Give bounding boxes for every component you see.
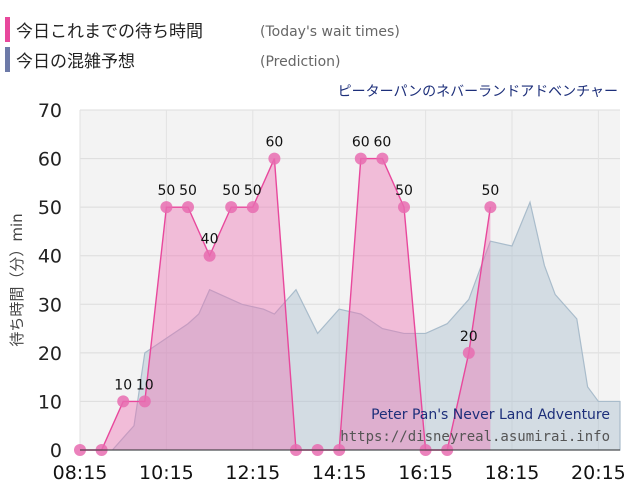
attraction-title: ピーターパンのネバーランドアドベンチャー [338, 84, 618, 100]
today-point [225, 201, 238, 214]
credit-name: Peter Pan's Never Land Adventure [371, 407, 610, 423]
prediction-series [80, 200, 621, 451]
data-label: 60 [352, 135, 370, 151]
y-axis-label: 待ち時間（分）min [8, 213, 26, 346]
y-tick-label: 50 [38, 197, 62, 219]
legend-sub-prediction: (Prediction) [260, 54, 340, 70]
x-tick-label: 10:15 [139, 462, 194, 484]
data-label: 50 [395, 183, 413, 199]
plot-area [80, 110, 620, 450]
data-label: 50 [179, 183, 197, 199]
y-tick-label: 0 [50, 440, 62, 462]
today-point [376, 152, 389, 165]
x-tick-label: 12:15 [225, 462, 280, 484]
today-point [138, 395, 151, 408]
prediction-area [80, 200, 621, 451]
x-tick-label: 14:15 [312, 462, 367, 484]
today-point [484, 201, 497, 214]
data-label: 10 [136, 377, 154, 393]
today-area [80, 158, 491, 451]
legend-swatch-prediction [5, 47, 10, 72]
y-tick-label: 60 [38, 149, 62, 171]
today-point [203, 249, 216, 262]
y-tick-label: 10 [38, 391, 62, 413]
today-line [80, 157, 492, 451]
data-label: 50 [222, 183, 240, 199]
today-point [246, 201, 259, 214]
data-label: 60 [373, 135, 391, 151]
legend-label-today: 今日これまでの待ち時間 [16, 22, 203, 42]
legend-label-prediction: 今日の混雑予想 [16, 52, 135, 72]
data-label: 40 [201, 232, 219, 248]
legend-swatch-today [5, 17, 10, 42]
data-label: 10 [114, 377, 132, 393]
today-point [160, 201, 173, 214]
data-label: 50 [157, 183, 175, 199]
grid-lines [79, 109, 620, 451]
today-point [354, 152, 367, 165]
today-point [182, 201, 194, 214]
y-tick-label: 20 [38, 343, 62, 365]
x-tick-label: 16:15 [398, 462, 453, 484]
x-tick-label: 20:15 [571, 462, 626, 484]
data-label: 50 [244, 183, 262, 199]
x-tick-label: 18:15 [485, 462, 540, 484]
today-point [117, 395, 130, 408]
data-label: 50 [481, 183, 499, 199]
x-tick-label: 08:15 [53, 462, 108, 484]
data-label: 20 [460, 329, 478, 345]
credit-url: https://disneyreal.asumirai.info [340, 429, 610, 445]
y-tick-label: 30 [38, 294, 62, 316]
axes: 0 10 20 30 40 50 60 70 08:15 10:15 12:15 14:15 16:15… [38, 100, 626, 484]
legend-sub-today: (Today's wait times) [260, 24, 400, 40]
today-point [398, 201, 410, 214]
y-tick-label: 70 [38, 100, 62, 122]
y-tick-label: 40 [38, 246, 62, 268]
today-point [268, 152, 281, 165]
data-label: 60 [265, 135, 283, 151]
today-point [462, 346, 475, 359]
